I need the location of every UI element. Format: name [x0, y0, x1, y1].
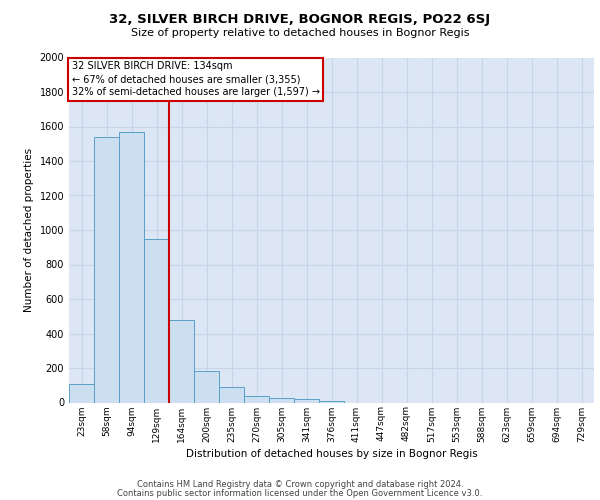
Bar [244, 396, 269, 402]
Text: Contains HM Land Registry data © Crown copyright and database right 2024.: Contains HM Land Registry data © Crown c… [137, 480, 463, 489]
Bar [69, 384, 94, 402]
Text: Size of property relative to detached houses in Bognor Regis: Size of property relative to detached ho… [131, 28, 469, 38]
Bar [319, 401, 344, 402]
Bar [269, 398, 294, 402]
Text: Contains public sector information licensed under the Open Government Licence v3: Contains public sector information licen… [118, 488, 482, 498]
Bar [169, 320, 194, 402]
Bar [219, 387, 244, 402]
Bar [144, 238, 169, 402]
Y-axis label: Number of detached properties: Number of detached properties [24, 148, 34, 312]
Bar [94, 137, 119, 402]
Text: 32, SILVER BIRCH DRIVE, BOGNOR REGIS, PO22 6SJ: 32, SILVER BIRCH DRIVE, BOGNOR REGIS, PO… [109, 12, 491, 26]
Text: 32 SILVER BIRCH DRIVE: 134sqm
← 67% of detached houses are smaller (3,355)
32% o: 32 SILVER BIRCH DRIVE: 134sqm ← 67% of d… [71, 61, 320, 98]
X-axis label: Distribution of detached houses by size in Bognor Regis: Distribution of detached houses by size … [185, 448, 478, 458]
Bar [119, 132, 144, 402]
Bar [194, 372, 219, 402]
Bar [294, 400, 319, 402]
